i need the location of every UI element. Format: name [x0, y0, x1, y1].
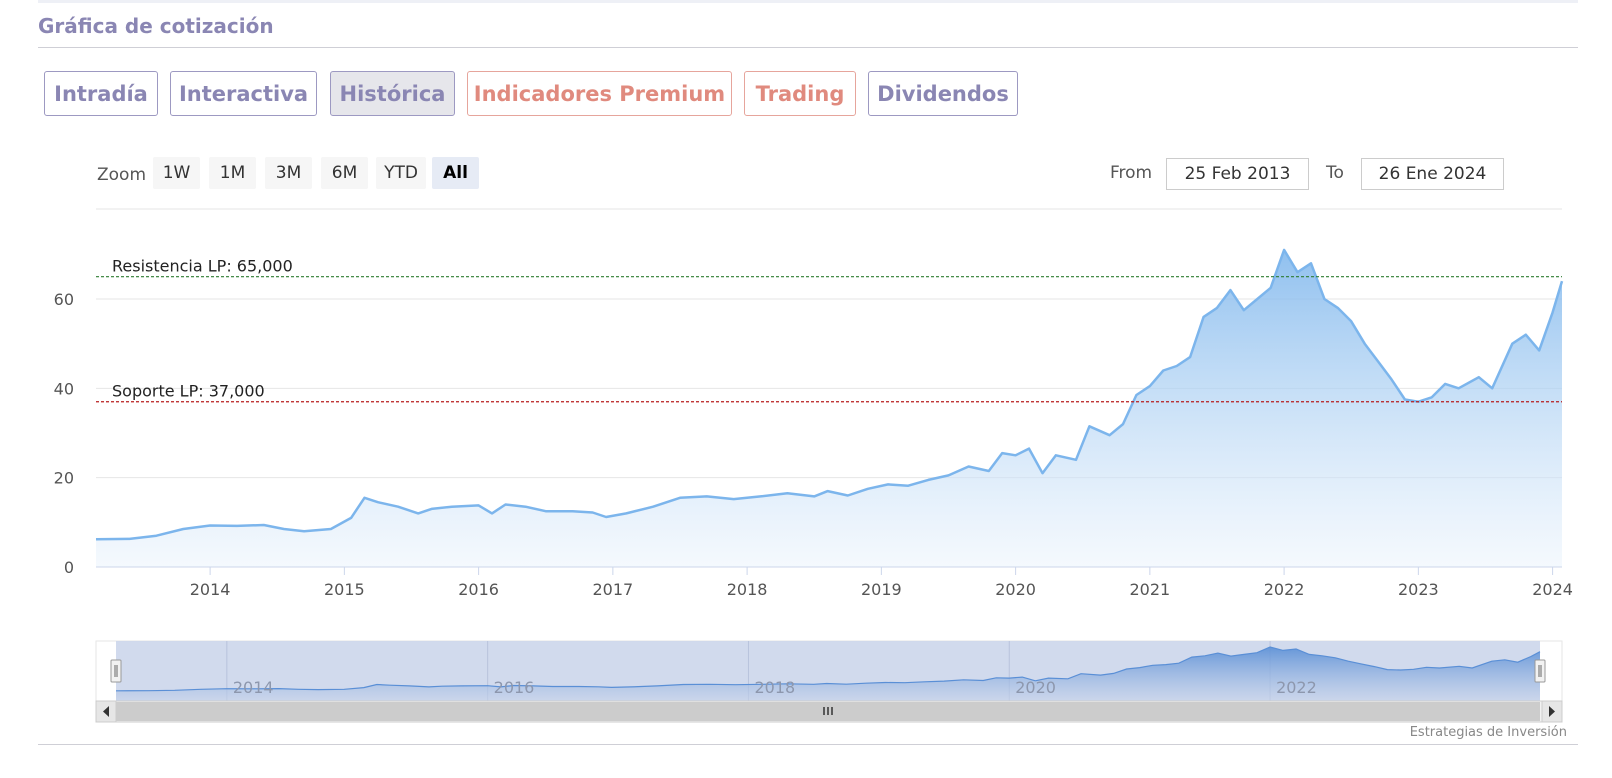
x-tick-label: 2017 [592, 580, 633, 599]
x-tick-label: 2019 [861, 580, 902, 599]
navigator-area [116, 647, 1540, 701]
to-label: To [1326, 163, 1344, 183]
from-date-input[interactable]: 25 Feb 2013 [1166, 158, 1309, 190]
zoom-6m-button[interactable]: 6M [321, 157, 368, 189]
resistance-label: Resistencia LP: 65,000 [112, 257, 293, 276]
from-label: From [1110, 163, 1153, 183]
zoom-1m-button[interactable]: 1M [209, 157, 256, 189]
y-tick-label: 0 [64, 558, 74, 577]
tab-intradia[interactable]: Intradía [44, 71, 158, 116]
price-area [96, 249, 1562, 567]
scrollbar-grip-icon [823, 707, 833, 715]
tab-trading[interactable]: Trading [744, 71, 856, 116]
zoom-1w-button[interactable]: 1W [153, 157, 200, 189]
arrow-right-icon [1549, 706, 1555, 717]
y-tick-label: 40 [54, 379, 74, 398]
x-tick-label: 2015 [324, 580, 365, 599]
tab-historica[interactable]: Histórica [330, 71, 455, 116]
navigator-tick-label: 2014 [233, 678, 274, 697]
zoom-3m-button[interactable]: 3M [265, 157, 312, 189]
zoom-label: Zoom [97, 165, 147, 185]
x-tick-label: 2020 [995, 580, 1036, 599]
price-line [95, 248, 1564, 541]
tab-interactiva[interactable]: Interactiva [170, 71, 317, 116]
section-title: Gráfica de cotización [38, 14, 274, 38]
navigator-tick-label: 2020 [1015, 678, 1056, 697]
zoom-ytd-button[interactable]: YTD [376, 157, 426, 189]
arrow-left-icon [103, 706, 109, 717]
x-tick-label: 2016 [458, 580, 499, 599]
x-tick-label: 2024 [1532, 580, 1573, 599]
y-tick-label: 60 [54, 290, 74, 309]
y-tick-label: 20 [54, 469, 74, 488]
top-border [38, 0, 1578, 3]
tab-indicadores-premium[interactable]: Indicadores Premium [467, 71, 732, 116]
navigator-tick-label: 2022 [1276, 678, 1317, 697]
tab-dividendos[interactable]: Dividendos [868, 71, 1018, 116]
x-tick-label: 2022 [1264, 580, 1305, 599]
support-label: Soporte LP: 37,000 [112, 382, 265, 401]
to-date-input[interactable]: 26 Ene 2024 [1361, 158, 1504, 190]
x-tick-label: 2018 [727, 580, 768, 599]
navigator-tick-label: 2018 [754, 678, 795, 697]
credit-link[interactable]: Estrategias de Inversión [1409, 725, 1567, 740]
zoom-all-button[interactable]: All [432, 157, 479, 189]
x-tick-label: 2021 [1129, 580, 1170, 599]
navigator-left-handle[interactable] [110, 659, 122, 683]
navigator-right-handle[interactable] [1534, 659, 1546, 683]
x-tick-label: 2014 [190, 580, 231, 599]
section-divider [38, 47, 1578, 48]
navigator-line [115, 646, 1541, 692]
navigator-tick-label: 2016 [494, 678, 535, 697]
x-tick-label: 2023 [1398, 580, 1439, 599]
scrollbar-right-arrow[interactable] [1541, 700, 1563, 723]
bottom-divider [38, 744, 1578, 745]
scrollbar-left-arrow[interactable] [95, 700, 117, 723]
